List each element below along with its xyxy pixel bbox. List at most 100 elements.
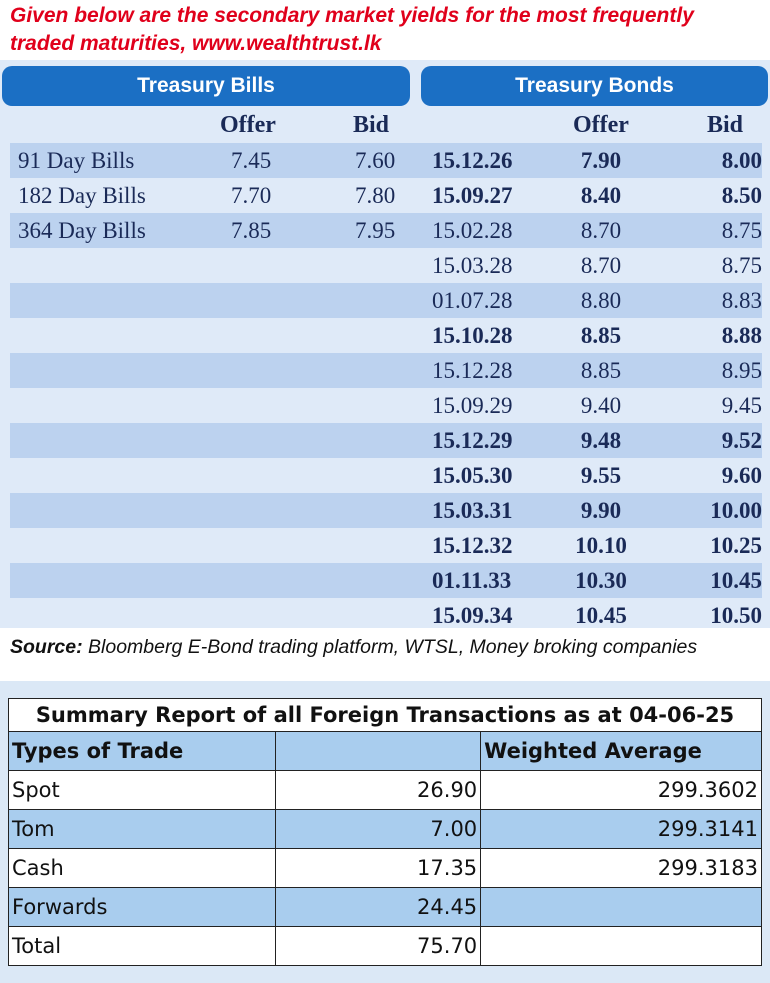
bond-offer: 8.85 [580, 323, 622, 348]
bond-offer: 7.90 [580, 148, 622, 173]
yield-row: 15.12.28 8.85 8.95 [10, 353, 762, 388]
bond-maturity: 15.12.26 [432, 148, 513, 173]
bond-offer: 10.45 [575, 603, 627, 628]
bond-bid: 8.83 [721, 288, 762, 313]
yield-row: 182 Day Bills 7.70 7.80 15.09.27 8.40 8.50 [10, 178, 762, 213]
bond-maturity: 15.02.28 [432, 218, 513, 243]
trade-weighted-average: 299.3183 [480, 848, 762, 888]
bill-name: 182 Day Bills [18, 183, 146, 208]
yield-row: 15.03.28 8.70 8.75 [10, 248, 762, 283]
bonds-offer-header: Offer [573, 112, 629, 138]
yield-row: 364 Day Bills 7.85 7.95 15.02.28 8.70 8.75 [10, 213, 762, 248]
bill-bid: 7.80 [355, 183, 396, 208]
bond-offer: 10.30 [575, 568, 627, 593]
yield-row: 91 Day Bills 7.45 7.60 15.12.26 7.90 8.00 [10, 143, 762, 178]
bond-offer: 9.90 [580, 498, 622, 523]
yield-row: 15.09.34 10.45 10.50 [10, 598, 762, 633]
bond-offer: 8.70 [580, 253, 622, 278]
bond-bid: 8.88 [721, 323, 762, 348]
bond-offer: 8.70 [580, 218, 622, 243]
bond-offer: 8.40 [580, 183, 622, 208]
bond-maturity: 15.12.28 [432, 358, 513, 383]
trade-amount: 26.90 [274, 770, 482, 810]
bills-offer-header: Offer [220, 112, 276, 138]
bond-offer: 9.55 [580, 463, 622, 488]
col-amount [274, 731, 482, 771]
trade-type: Forwards [8, 887, 276, 927]
yields-column-header-row: Offer Bid Offer Bid [10, 108, 762, 143]
summary-row: Forwards 24.45 [8, 887, 762, 927]
bond-maturity: 15.09.27 [432, 183, 513, 208]
bill-offer: 7.85 [231, 218, 272, 243]
bond-offer: 8.80 [580, 288, 622, 313]
summary-row: Spot 26.90 299.3602 [8, 770, 762, 810]
source-note: Source: Bloomberg E-Bond trading platfor… [10, 636, 697, 659]
summary-title: Summary Report of all Foreign Transactio… [8, 698, 762, 732]
trade-weighted-average [480, 926, 762, 966]
yield-row: 01.11.33 10.30 10.45 [10, 563, 762, 598]
trade-weighted-average: 299.3602 [480, 770, 762, 810]
bond-bid: 8.00 [721, 148, 762, 173]
bond-offer: 10.10 [575, 533, 627, 558]
bond-bid: 8.95 [721, 358, 762, 383]
foreign-transactions-table: Summary Report of all Foreign Transactio… [8, 698, 762, 966]
trade-amount: 17.35 [274, 848, 482, 888]
intro-line-2: traded maturities, www.wealthtrust.lk [10, 32, 382, 55]
bond-bid: 10.50 [710, 603, 762, 628]
trade-weighted-average: 299.3141 [480, 809, 762, 849]
bond-maturity: 15.10.28 [432, 323, 513, 348]
bond-bid: 8.50 [721, 183, 762, 208]
trade-type: Tom [8, 809, 276, 849]
yield-row: 15.12.32 10.10 10.25 [10, 528, 762, 563]
intro-text: Given below are the secondary market yie… [10, 2, 760, 58]
bond-maturity: 15.03.28 [432, 253, 513, 278]
summary-title-row: Summary Report of all Foreign Transactio… [8, 698, 762, 732]
bills-bid-header: Bid [353, 112, 390, 138]
source-text: Bloomberg E-Bond trading platform, WTSL,… [82, 636, 698, 658]
bill-bid: 7.60 [355, 148, 396, 173]
summary-row: Total 75.70 [8, 926, 762, 966]
bond-maturity: 15.09.29 [432, 393, 513, 418]
trade-amount: 7.00 [274, 809, 482, 849]
bond-offer: 9.40 [580, 393, 622, 418]
bond-bid: 10.45 [710, 568, 762, 593]
bond-bid: 8.75 [721, 218, 762, 243]
yield-row: 15.12.29 9.48 9.52 [10, 423, 762, 458]
trade-weighted-average [480, 887, 762, 927]
col-weighted-average: Weighted Average [480, 731, 762, 771]
trade-type: Total [8, 926, 276, 966]
bond-maturity: 01.11.33 [432, 568, 512, 593]
bill-bid: 7.95 [355, 218, 396, 243]
bond-maturity: 15.03.31 [432, 498, 513, 523]
bonds-bid-header: Bid [707, 112, 744, 138]
col-types-of-trade: Types of Trade [8, 731, 276, 771]
trade-type: Cash [8, 848, 276, 888]
bond-offer: 8.85 [580, 358, 622, 383]
treasury-bills-header: Treasury Bills [2, 66, 410, 106]
bill-name: 91 Day Bills [18, 148, 135, 173]
trade-amount: 75.70 [274, 926, 482, 966]
intro-line-1: Given below are the secondary market yie… [10, 4, 694, 27]
yield-row: 15.03.31 9.90 10.00 [10, 493, 762, 528]
summary-row: Cash 17.35 299.3183 [8, 848, 762, 888]
trade-type: Spot [8, 770, 276, 810]
summary-row: Tom 7.00 299.3141 [8, 809, 762, 849]
yield-row: 15.10.28 8.85 8.88 [10, 318, 762, 353]
source-label: Source: [10, 636, 83, 658]
bond-bid: 9.60 [721, 463, 762, 488]
bond-maturity: 15.12.29 [432, 428, 513, 453]
bond-offer: 9.48 [580, 428, 622, 453]
bond-bid: 9.52 [721, 428, 762, 453]
bond-maturity: 15.05.30 [432, 463, 513, 488]
bond-bid: 8.75 [721, 253, 762, 278]
treasury-bonds-header: Treasury Bonds [421, 66, 768, 106]
bond-bid: 10.00 [710, 498, 762, 523]
bond-bid: 9.45 [721, 393, 762, 418]
yield-row: 15.05.30 9.55 9.60 [10, 458, 762, 493]
yield-row: 15.09.29 9.40 9.45 [10, 388, 762, 423]
yield-row: 01.07.28 8.80 8.83 [10, 283, 762, 318]
bill-offer: 7.45 [231, 148, 272, 173]
bill-offer: 7.70 [231, 183, 272, 208]
summary-header-row: Types of Trade Weighted Average [8, 731, 762, 771]
trade-amount: 24.45 [274, 887, 482, 927]
